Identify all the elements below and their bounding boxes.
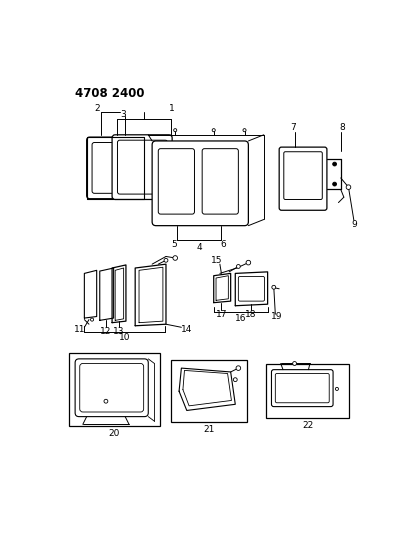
Circle shape xyxy=(233,378,237,382)
Text: 3: 3 xyxy=(120,109,126,118)
Polygon shape xyxy=(112,265,126,322)
Text: 19: 19 xyxy=(271,312,283,321)
Text: 16: 16 xyxy=(235,313,246,322)
Text: 14: 14 xyxy=(181,325,193,334)
Text: 11: 11 xyxy=(74,325,86,334)
Circle shape xyxy=(346,185,351,189)
Text: 10: 10 xyxy=(119,333,130,342)
Circle shape xyxy=(246,260,251,265)
Circle shape xyxy=(236,264,240,269)
FancyBboxPatch shape xyxy=(86,137,144,199)
Text: 17: 17 xyxy=(216,311,227,319)
Polygon shape xyxy=(100,268,113,320)
Circle shape xyxy=(164,259,168,262)
FancyBboxPatch shape xyxy=(152,141,248,225)
Circle shape xyxy=(243,128,246,132)
Text: 22: 22 xyxy=(302,422,313,430)
Polygon shape xyxy=(235,272,268,306)
Text: 12: 12 xyxy=(100,327,112,336)
Polygon shape xyxy=(179,368,235,410)
FancyBboxPatch shape xyxy=(75,359,148,417)
Circle shape xyxy=(174,128,177,132)
Text: 2: 2 xyxy=(94,104,100,113)
Text: 7: 7 xyxy=(290,123,296,132)
FancyBboxPatch shape xyxy=(112,135,172,199)
Bar xyxy=(266,364,349,418)
FancyBboxPatch shape xyxy=(284,152,322,199)
Text: 20: 20 xyxy=(109,429,120,438)
Text: 21: 21 xyxy=(204,425,215,434)
Bar xyxy=(171,360,247,422)
Text: 13: 13 xyxy=(113,327,125,336)
FancyBboxPatch shape xyxy=(118,140,168,194)
FancyBboxPatch shape xyxy=(238,277,264,301)
Circle shape xyxy=(272,285,276,289)
Polygon shape xyxy=(214,273,231,303)
Text: 6: 6 xyxy=(221,240,226,249)
Bar xyxy=(69,353,160,426)
Circle shape xyxy=(212,128,215,132)
Circle shape xyxy=(333,182,337,186)
Polygon shape xyxy=(86,137,144,199)
FancyBboxPatch shape xyxy=(92,142,140,193)
Circle shape xyxy=(236,366,241,370)
Polygon shape xyxy=(84,270,97,318)
Text: 9: 9 xyxy=(352,220,357,229)
Text: 4: 4 xyxy=(196,243,202,252)
Circle shape xyxy=(104,399,108,403)
Text: 15: 15 xyxy=(211,256,222,265)
Circle shape xyxy=(91,318,93,321)
Text: 1: 1 xyxy=(169,104,174,113)
Text: 4708 2400: 4708 2400 xyxy=(75,87,144,100)
FancyBboxPatch shape xyxy=(80,364,144,412)
FancyBboxPatch shape xyxy=(279,147,327,210)
FancyBboxPatch shape xyxy=(271,370,333,407)
Circle shape xyxy=(335,387,339,391)
Circle shape xyxy=(173,256,177,260)
FancyBboxPatch shape xyxy=(158,149,195,214)
Text: 5: 5 xyxy=(171,240,177,249)
Circle shape xyxy=(293,361,297,366)
Polygon shape xyxy=(135,264,166,326)
Text: 18: 18 xyxy=(245,311,257,319)
Text: 8: 8 xyxy=(339,123,345,132)
FancyBboxPatch shape xyxy=(275,374,329,403)
Circle shape xyxy=(333,162,337,166)
FancyBboxPatch shape xyxy=(202,149,238,214)
